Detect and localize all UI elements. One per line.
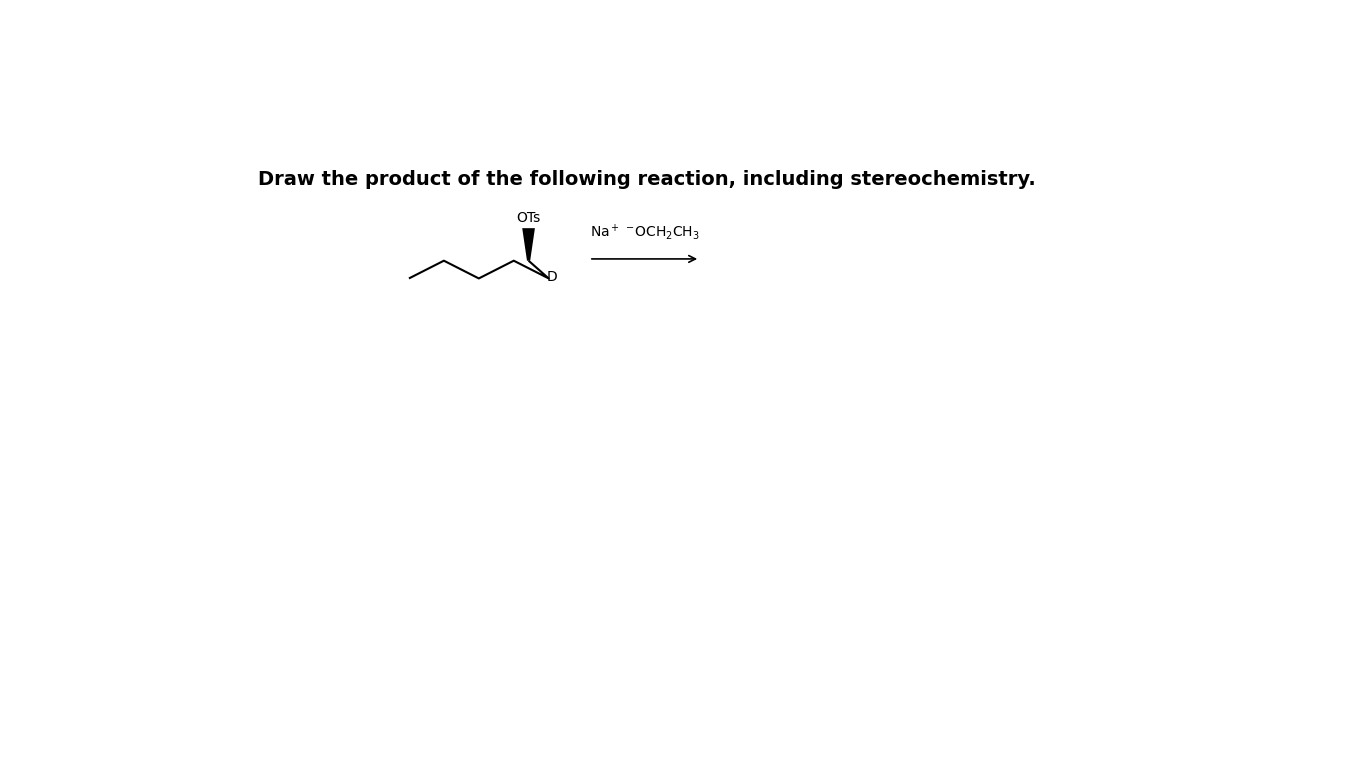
Text: Draw the product of the following reaction, including stereochemistry.: Draw the product of the following reacti… (258, 170, 1035, 189)
Text: OTs: OTs (516, 211, 541, 225)
Text: D: D (546, 270, 557, 283)
Polygon shape (522, 228, 535, 260)
Text: Na$^+$ $^{-}$OCH$_2$CH$_3$: Na$^+$ $^{-}$OCH$_2$CH$_3$ (590, 223, 699, 243)
